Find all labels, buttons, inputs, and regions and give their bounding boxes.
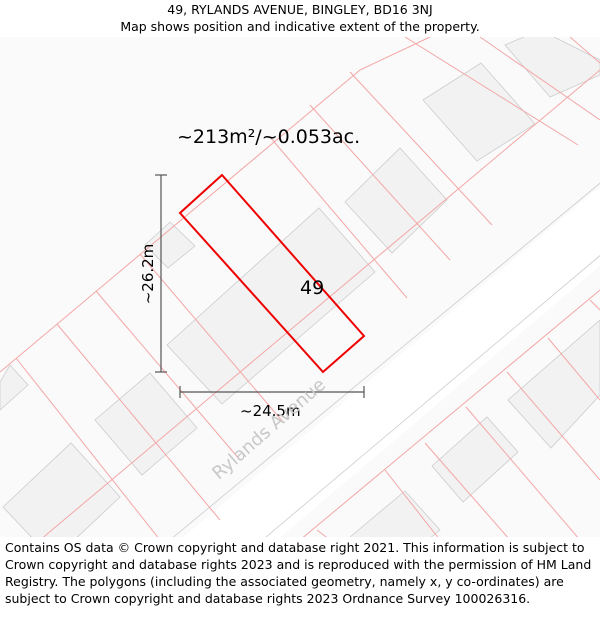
property-address-title: 49, RYLANDS AVENUE, BINGLEY, BD16 3NJ (167, 2, 433, 17)
area-label: ~213m²/~0.053ac. (177, 126, 361, 148)
width-measure-label: ~24.5m (240, 402, 301, 420)
road-rylands-avenue (172, 182, 600, 537)
width-measure (179, 386, 365, 398)
plot-number-label: 49 (300, 277, 325, 299)
copyright-attribution: Contains OS data © Crown copyright and d… (5, 540, 592, 606)
map-subtitle: Map shows position and indicative extent… (120, 19, 480, 34)
buildings (0, 37, 600, 537)
map-header: 49, RYLANDS AVENUE, BINGLEY, BD16 3NJ Ma… (0, 0, 600, 37)
height-measure (155, 174, 167, 373)
property-map[interactable]: ~213m²/~0.053ac. 49 ~26.2m ~24.5m Ryland… (0, 37, 600, 537)
property-outline[interactable] (178, 173, 366, 374)
plot-boundaries (0, 37, 600, 537)
height-measure-label: ~26.2m (139, 243, 157, 305)
